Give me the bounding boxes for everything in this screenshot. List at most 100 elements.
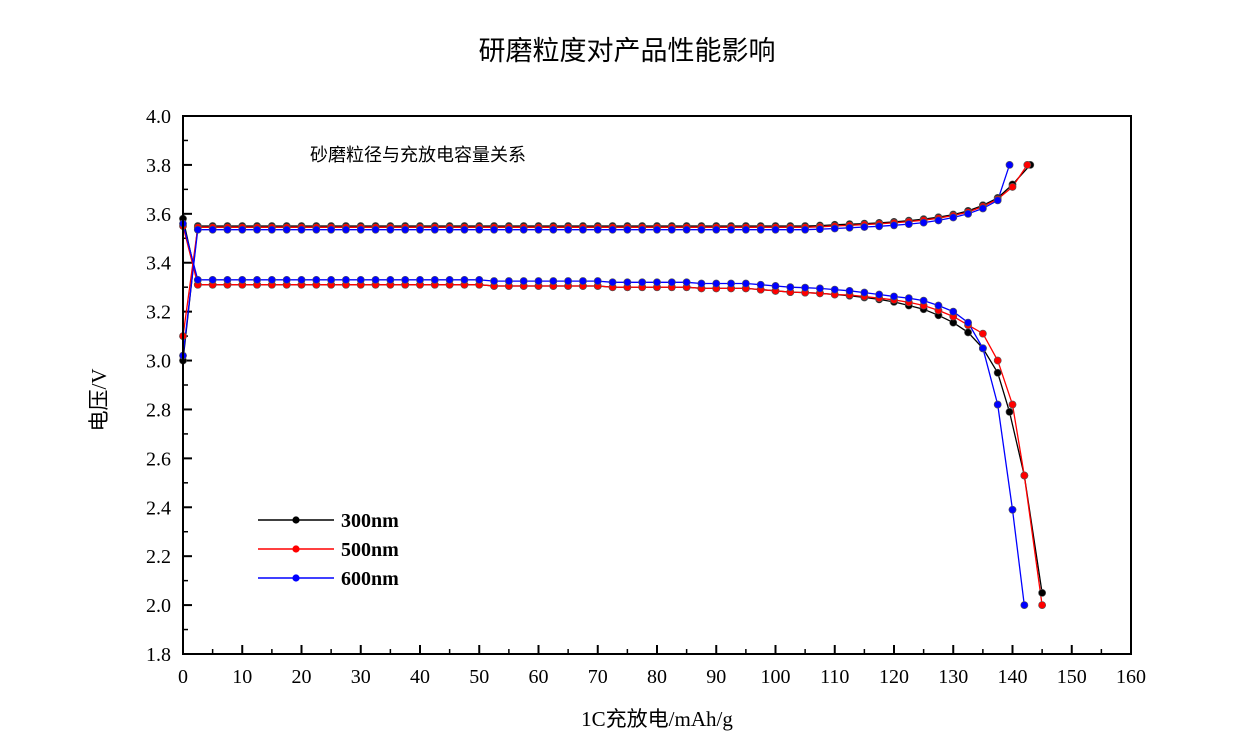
data-point-600nm-discharge: [401, 275, 410, 284]
data-point-600nm-charge: [534, 225, 543, 234]
data-point-500nm-charge: [1008, 183, 1017, 191]
data-point-600nm-charge: [208, 225, 217, 234]
x-tick-label: 130: [938, 666, 968, 688]
x-tick-label: 100: [761, 666, 791, 688]
data-point-600nm-discharge: [653, 278, 661, 287]
data-point-600nm-discharge: [267, 275, 276, 284]
data-point-600nm-charge: [490, 225, 498, 234]
x-tick-label: 70: [588, 666, 608, 688]
y-tick-label: 2.0: [146, 595, 171, 617]
data-point-600nm-discharge: [223, 275, 232, 284]
data-point-600nm-discharge: [342, 275, 350, 284]
data-point-600nm-charge: [816, 225, 824, 234]
data-point-600nm-charge: [238, 225, 247, 234]
data-point-600nm-discharge: [682, 278, 691, 287]
data-point-600nm-charge: [801, 225, 810, 234]
data-point-600nm-discharge: [919, 296, 928, 305]
data-point-600nm-charge: [371, 225, 380, 234]
data-point-600nm-discharge: [667, 278, 676, 287]
data-point-600nm-discharge: [712, 279, 721, 288]
x-tick-label: 140: [998, 666, 1028, 688]
data-point-600nm-charge: [475, 225, 484, 234]
data-point-600nm-discharge: [830, 285, 839, 294]
y-tick-label: 2.8: [146, 399, 171, 421]
x-tick-label: 120: [879, 666, 909, 688]
x-tick-label: 10: [232, 666, 252, 688]
data-point-600nm-charge: [193, 225, 202, 234]
data-point-600nm-charge: [875, 222, 884, 231]
data-point-600nm-discharge: [904, 294, 913, 303]
series-300nm-charge-line: [182, 164, 1031, 361]
data-point-600nm-charge: [845, 223, 854, 232]
data-point-600nm-discharge: [297, 275, 306, 284]
data-point-600nm-discharge: [534, 277, 543, 285]
data-point-300nm-discharge: [1038, 588, 1047, 597]
data-point-600nm-discharge: [386, 275, 395, 284]
data-point-600nm-discharge: [475, 275, 484, 284]
y-tick-label: 2.2: [146, 546, 171, 568]
data-point-600nm-discharge: [460, 275, 469, 284]
data-point-600nm-charge: [460, 225, 469, 234]
series-500nm-charge-line: [182, 164, 1028, 337]
series-600nm-discharge-line: [182, 223, 1025, 606]
data-point-300nm-discharge: [993, 368, 1002, 377]
data-point-500nm-discharge: [1020, 471, 1029, 480]
data-point-600nm-charge: [416, 225, 424, 234]
data-point-600nm-charge: [919, 218, 928, 227]
data-point-600nm-discharge: [934, 301, 943, 310]
data-point-600nm-charge: [830, 224, 839, 233]
data-point-600nm-discharge: [312, 275, 321, 284]
data-point-600nm-discharge: [282, 275, 291, 284]
legend: 300nm 500nm 600nm: [258, 510, 399, 590]
data-point-600nm-discharge: [430, 275, 439, 284]
data-point-600nm-discharge: [816, 284, 824, 293]
data-point-600nm-charge: [682, 225, 691, 234]
chart-title: 研磨粒度对产品性能影响: [479, 36, 776, 66]
y-tick-label: 3.0: [146, 351, 171, 373]
data-point-600nm-discharge: [786, 283, 795, 292]
legend-marker-500nm: [292, 545, 300, 553]
x-tick-label: 50: [469, 666, 489, 688]
data-point-600nm-charge: [282, 225, 291, 234]
data-point-600nm-charge: [386, 225, 395, 234]
data-point-500nm-charge: [1023, 161, 1032, 169]
data-point-600nm-discharge: [771, 282, 780, 290]
data-point-600nm-discharge: [504, 277, 513, 285]
x-tick-label: 80: [647, 666, 667, 688]
x-tick-label: 110: [820, 666, 849, 688]
data-point-600nm-charge: [549, 225, 558, 234]
y-axis-label: 电压/V: [87, 369, 111, 432]
data-point-600nm-charge: [934, 216, 943, 225]
data-point-600nm-charge: [741, 225, 750, 234]
y-tick-label: 2.6: [146, 448, 171, 470]
data-point-600nm-discharge: [1020, 601, 1029, 609]
data-point-500nm-discharge: [978, 329, 987, 338]
x-tick-label: 160: [1116, 666, 1146, 688]
data-point-600nm-discharge: [845, 286, 854, 295]
y-tick-label: 2.4: [146, 497, 171, 519]
data-point-600nm-discharge: [727, 279, 735, 288]
y-tick-label: 3.2: [146, 302, 171, 324]
data-point-600nm-charge: [978, 204, 987, 213]
data-point-600nm-charge: [356, 225, 365, 234]
data-point-600nm-charge: [993, 196, 1002, 205]
data-point-600nm-charge: [949, 213, 958, 222]
data-point-600nm-charge: [667, 225, 676, 234]
data-point-600nm-discharge: [638, 278, 647, 287]
data-point-600nm-discharge: [564, 277, 573, 285]
data-point-600nm-discharge: [890, 292, 898, 301]
data-point-300nm-discharge: [1005, 407, 1014, 416]
x-tick-label: 60: [529, 666, 549, 688]
data-point-600nm-discharge: [949, 307, 958, 316]
data-point-600nm-discharge: [623, 278, 632, 287]
data-point-600nm-charge: [638, 225, 647, 234]
x-tick-label: 40: [410, 666, 430, 688]
data-point-600nm-charge: [223, 225, 232, 234]
data-point-600nm-charge: [727, 225, 735, 234]
y-tick-label: 1.8: [146, 644, 171, 666]
y-tick-label: 3.4: [146, 253, 171, 275]
data-point-600nm-charge: [312, 225, 321, 234]
data-point-600nm-discharge: [875, 290, 884, 299]
data-point-600nm-charge: [623, 225, 632, 234]
data-point-600nm-discharge: [253, 275, 261, 284]
